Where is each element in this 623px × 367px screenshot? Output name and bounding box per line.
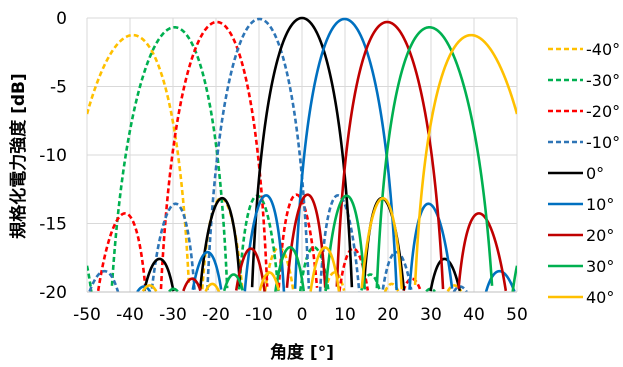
grid-layer	[86, 17, 518, 293]
legend-label-6: 20°	[586, 226, 614, 245]
legend-label-4: 0°	[586, 164, 604, 183]
x-tick-label: -30	[159, 305, 187, 325]
legend: -40° -30° -20° -10° 0° 10° 20° 30° 40°	[548, 40, 620, 307]
y-tick-label: -10	[39, 146, 67, 166]
legend-label-8: 40°	[586, 288, 614, 307]
series-line-3	[88, 17, 468, 292]
x-tick-label: 30	[420, 305, 442, 325]
series-line-2	[96, 20, 422, 292]
legend-label-2: -20°	[586, 102, 620, 121]
x-tick-label: -50	[73, 305, 101, 325]
legend-label-0: -40°	[586, 40, 620, 59]
series-line-4	[142, 16, 462, 292]
x-tick-label: 10	[334, 305, 356, 325]
x-tick-label: -20	[202, 305, 230, 325]
y-axis-label: 規格化電力強度 [dB]	[8, 73, 29, 239]
y-tick-label: -5	[50, 78, 67, 98]
series-layer	[87, 16, 517, 292]
legend-label-1: -30°	[586, 71, 620, 90]
x-tick-label: 50	[506, 305, 528, 325]
tick-labels: -50 -40 -30 -20 -10 0 10 20 30 40 50 0 -5 -10 -15 -20	[39, 9, 528, 325]
x-tick-label: 40	[463, 305, 485, 325]
series-line-7	[168, 26, 517, 292]
y-tick-label: 0	[56, 9, 67, 29]
x-tick-label: 20	[377, 305, 399, 325]
x-axis-label: 角度 [°]	[270, 342, 334, 363]
series-line-6	[182, 20, 508, 292]
y-tick-label: -15	[39, 215, 67, 235]
legend-label-5: 10°	[586, 195, 614, 214]
x-tick-label: 0	[297, 305, 308, 325]
y-tick-label: -20	[39, 283, 67, 303]
legend-label-3: -10°	[586, 133, 620, 152]
x-tick-label: -40	[116, 305, 144, 325]
legend-label-7: 30°	[586, 257, 614, 276]
x-tick-label: -10	[245, 305, 273, 325]
series-line-8	[141, 33, 517, 292]
series-line-5	[136, 17, 516, 292]
